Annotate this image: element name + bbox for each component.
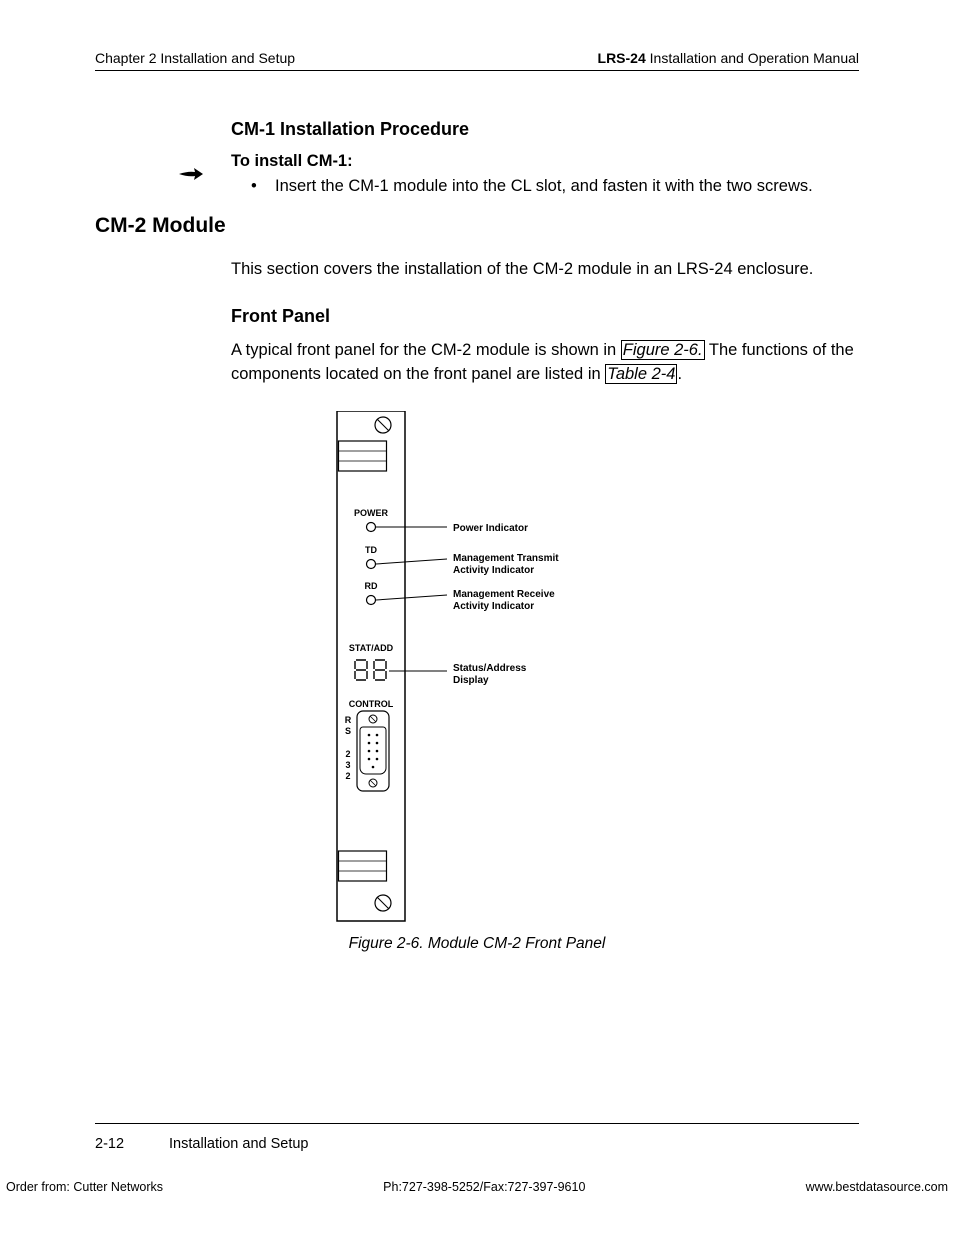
callout-stat-1: Status/Address bbox=[453, 663, 527, 674]
procedure-heading-row: To install CM-1: bbox=[95, 152, 859, 171]
bullet-icon: • bbox=[251, 177, 275, 196]
footer-line: 2-12 Installation and Setup bbox=[95, 1123, 859, 1152]
bottom-center: Ph:727-398-5252/Fax:727-397-9610 bbox=[383, 1180, 585, 1194]
header-left: Chapter 2 Installation and Setup bbox=[95, 50, 295, 66]
bottom-bar: Order from: Cutter Networks Ph:727-398-5… bbox=[0, 1180, 954, 1200]
callout-rd-2: Activity Indicator bbox=[453, 601, 534, 612]
heading-front-panel: Front Panel bbox=[95, 306, 859, 327]
label-rd: RD bbox=[365, 581, 378, 591]
bottom-left: Order from: Cutter Networks bbox=[6, 1180, 163, 1194]
page-number: 2-12 bbox=[95, 1136, 165, 1152]
label-power: POWER bbox=[354, 508, 389, 518]
svg-text:3: 3 bbox=[345, 760, 350, 770]
cm2-intro: This section covers the installation of … bbox=[95, 258, 859, 282]
callout-power: Power Indicator bbox=[453, 523, 528, 534]
svg-text:S: S bbox=[345, 726, 351, 736]
fp-text-1: A typical front panel for the CM-2 modul… bbox=[231, 341, 621, 359]
heading-cm2-module: CM-2 Module bbox=[95, 214, 859, 238]
module-diagram: POWER TD RD STAT/ADD bbox=[317, 411, 637, 927]
table-ref-link[interactable]: Table 2-4 bbox=[605, 364, 677, 384]
label-control: CONTROL bbox=[349, 699, 394, 709]
callout-rd-1: Management Receive bbox=[453, 589, 555, 600]
content: CM-1 Installation Procedure To install C… bbox=[95, 71, 859, 953]
procedure-bullet-text: Insert the CM-1 module into the CL slot,… bbox=[275, 177, 813, 196]
figure-container: POWER TD RD STAT/ADD bbox=[95, 411, 859, 927]
callouts: Power Indicator Management Transmit Acti… bbox=[453, 523, 559, 686]
callout-td-1: Management Transmit bbox=[453, 553, 559, 564]
procedure-heading: To install CM-1: bbox=[231, 152, 353, 171]
header-right-bold: LRS-24 bbox=[598, 50, 646, 66]
fp-text-3: . bbox=[677, 365, 682, 383]
figure-ref-link[interactable]: Figure 2-6. bbox=[621, 340, 705, 360]
svg-text:2: 2 bbox=[345, 771, 350, 781]
figure-caption: Figure 2-6. Module CM-2 Front Panel bbox=[95, 935, 859, 953]
label-stat-add: STAT/ADD bbox=[349, 643, 394, 653]
bottom-right: www.bestdatasource.com bbox=[806, 1180, 948, 1194]
callout-stat-2: Display bbox=[453, 675, 489, 686]
arrow-icon bbox=[179, 168, 203, 180]
header-right-rest: Installation and Operation Manual bbox=[646, 50, 859, 66]
front-panel-paragraph: A typical front panel for the CM-2 modul… bbox=[95, 339, 859, 387]
footer-section: Installation and Setup bbox=[169, 1136, 308, 1152]
page-header: Chapter 2 Installation and Setup LRS-24 … bbox=[95, 50, 859, 71]
svg-text:R: R bbox=[345, 715, 352, 725]
callout-td-2: Activity Indicator bbox=[453, 565, 534, 576]
header-right: LRS-24 Installation and Operation Manual bbox=[598, 50, 859, 66]
heading-cm1-procedure: CM-1 Installation Procedure bbox=[95, 119, 859, 140]
label-td: TD bbox=[365, 545, 377, 555]
procedure-bullet-row: • Insert the CM-1 module into the CL slo… bbox=[95, 177, 859, 196]
svg-text:2: 2 bbox=[345, 749, 350, 759]
page: Chapter 2 Installation and Setup LRS-24 … bbox=[0, 0, 954, 1180]
page-footer: 2-12 Installation and Setup bbox=[95, 1123, 859, 1152]
